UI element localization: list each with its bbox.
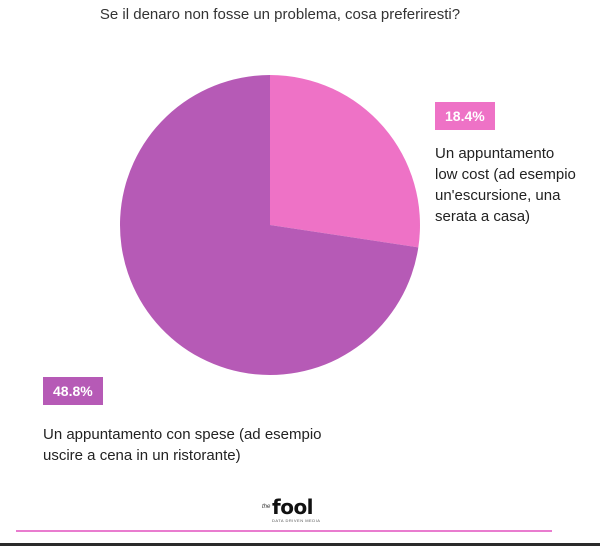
logo-prefix: the [262,504,271,510]
logo-tagline: DATA DRIVEN MEDIA [272,518,321,523]
logo-text: fool [272,495,314,519]
pie-slice-con-spese [119,74,419,375]
slice-label-low-cost: Un appuntamento low cost (ad esempio un'… [435,145,576,225]
chart-title: Se il denaro non fosse un problema, cosa… [99,6,461,23]
slice-label-con-spese: Un appuntamento con spese (ad esempio us… [43,426,322,464]
bottom-edge [0,543,600,546]
pie-slice-low-cost [270,75,420,248]
value-label-low-cost: 18.4% [435,102,495,130]
footer-divider [16,530,552,532]
value-label-con-spese: 48.8% [43,377,103,405]
